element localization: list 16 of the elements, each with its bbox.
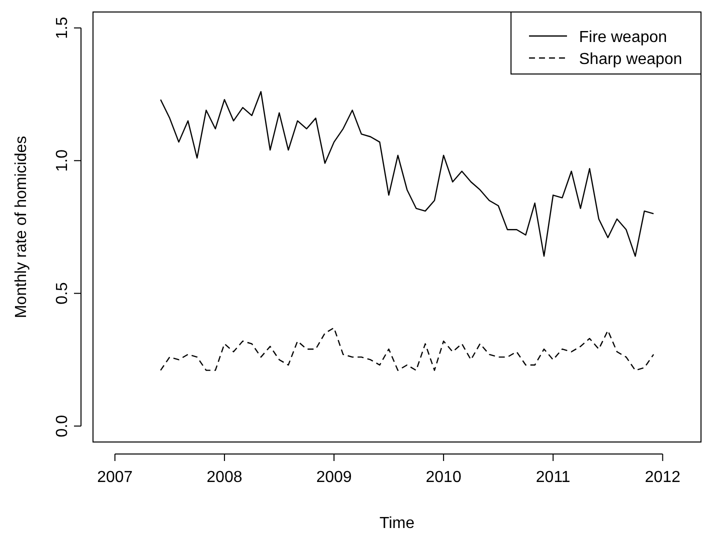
x-tick-label: 2011 — [536, 469, 570, 486]
x-tick-label: 2010 — [426, 469, 462, 486]
line-series — [160, 91, 654, 257]
y-tick-label: 1.5 — [54, 16, 71, 40]
line-series — [160, 327, 654, 371]
legend-label: Fire weapon — [579, 29, 668, 46]
x-tick-label: 2012 — [644, 469, 681, 486]
x-tick-label: 2007 — [97, 469, 133, 486]
x-axis-title: Time — [380, 515, 415, 532]
y-axis-title: Monthly rate of homicides — [13, 136, 30, 318]
legend-label: Sharp weapon — [579, 51, 682, 68]
y-tick-label: 0.0 — [54, 414, 71, 438]
x-tick-label: 2008 — [206, 469, 242, 486]
y-tick-label: 1.0 — [54, 149, 71, 172]
x-tick-label: 2009 — [316, 469, 352, 486]
y-tick-label: 0.5 — [54, 282, 71, 304]
